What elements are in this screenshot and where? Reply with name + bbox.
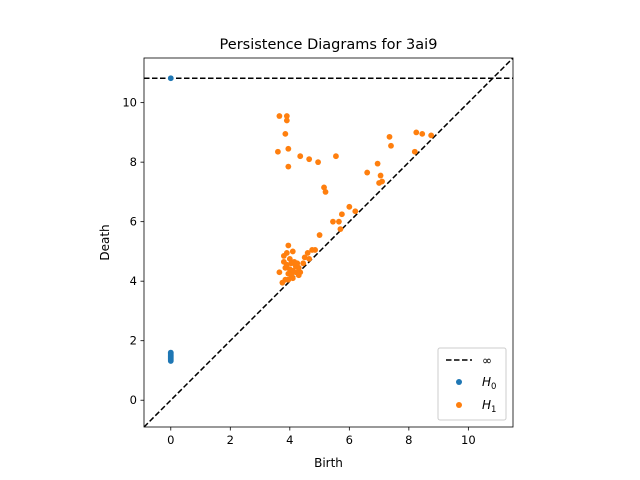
point-h1-48	[282, 264, 289, 271]
point-h1-43	[289, 275, 296, 282]
point-h1-0	[276, 113, 283, 119]
legend-frame	[437, 347, 507, 421]
y-tick-label-6: 6	[130, 215, 137, 229]
diagonal-line	[144, 58, 513, 427]
y-tick-label-8: 8	[130, 155, 137, 169]
point-h1-1	[283, 113, 290, 119]
y-tick-label-10: 10	[122, 96, 137, 110]
point-h1-22	[304, 250, 311, 256]
point-h1-14	[352, 208, 359, 215]
y-tick-label-2: 2	[130, 334, 137, 348]
point-h1-9	[315, 159, 321, 166]
x-tick-label-0: 0	[167, 433, 174, 447]
point-h1-51	[364, 169, 371, 176]
legend-h0-label: H0	[482, 375, 496, 392]
legend-h1-label: H1	[482, 398, 496, 415]
x-tick-label-4: 4	[286, 433, 293, 447]
point-h1-41	[295, 264, 302, 271]
point-h1-32	[286, 255, 293, 262]
point-h1-2	[283, 117, 290, 124]
point-h1-23	[306, 255, 313, 262]
x-axis-label: Birth	[314, 456, 343, 470]
point-h1-29	[280, 252, 287, 259]
point-h1-6	[285, 163, 292, 170]
chart-title: Persistence Diagrams for 3ai9	[220, 37, 438, 53]
x-axis-ticks: 0 2 4 6 8 10	[167, 427, 476, 447]
point-h1-60	[419, 130, 426, 137]
point-h0-8	[167, 349, 174, 356]
point-h1-11	[321, 184, 327, 191]
point-h1-15	[338, 211, 345, 218]
legend-h0-swatch	[456, 379, 462, 385]
point-h1-26	[285, 242, 292, 249]
x-tick-label-6: 6	[346, 433, 353, 447]
point-h1-53	[377, 172, 384, 179]
point-h1-57	[388, 142, 394, 149]
point-h1-5	[275, 148, 281, 155]
plot-frame	[143, 57, 514, 428]
legend-h0-main: H	[482, 375, 491, 389]
point-h1-3	[282, 130, 289, 137]
point-h0-0	[167, 75, 174, 82]
point-h1-49	[294, 260, 301, 267]
legend-h1-main: H	[482, 398, 491, 412]
point-h1-21	[312, 247, 319, 253]
x-tick-label-8: 8	[405, 433, 412, 447]
legend-h0-sub: 0	[491, 382, 496, 392]
point-h1-19	[316, 232, 323, 238]
point-h1-10	[333, 153, 339, 160]
point-h1-56	[386, 133, 393, 140]
point-h1-47	[276, 269, 283, 276]
point-h1-27	[289, 248, 296, 255]
point-h1-13	[346, 203, 353, 210]
point-h1-4	[285, 145, 292, 152]
point-h1-12	[322, 189, 329, 195]
point-h1-58	[411, 148, 418, 155]
point-h1-59	[413, 129, 420, 136]
y-tick-label-0: 0	[130, 393, 137, 407]
point-h1-52	[374, 160, 381, 167]
y-axis-label: Death	[98, 224, 112, 260]
point-h1-7	[297, 153, 304, 160]
x-tick-label-10: 10	[461, 433, 476, 447]
y-tick-label-4: 4	[130, 274, 137, 288]
point-h1-17	[336, 218, 342, 225]
point-h1-46	[279, 279, 286, 286]
point-h1-8	[306, 156, 313, 163]
point-h1-50	[297, 269, 304, 276]
point-h1-25	[301, 254, 308, 261]
x-tick-label-2: 2	[227, 433, 234, 447]
point-h1-55	[376, 180, 382, 186]
point-h1-18	[337, 226, 344, 233]
y-axis-ticks: 0 2 4 6 8 10	[122, 96, 144, 407]
legend-h1-swatch	[456, 402, 462, 408]
point-h1-24	[300, 260, 307, 267]
legend: ∞ H0 H1	[437, 347, 507, 421]
point-h1-16	[330, 218, 336, 225]
point-h1-61	[428, 132, 435, 139]
legend-infinity-label: ∞	[482, 354, 492, 368]
plot-area	[144, 58, 513, 427]
legend-h1-sub: 1	[491, 405, 496, 415]
points-layer	[167, 75, 435, 364]
